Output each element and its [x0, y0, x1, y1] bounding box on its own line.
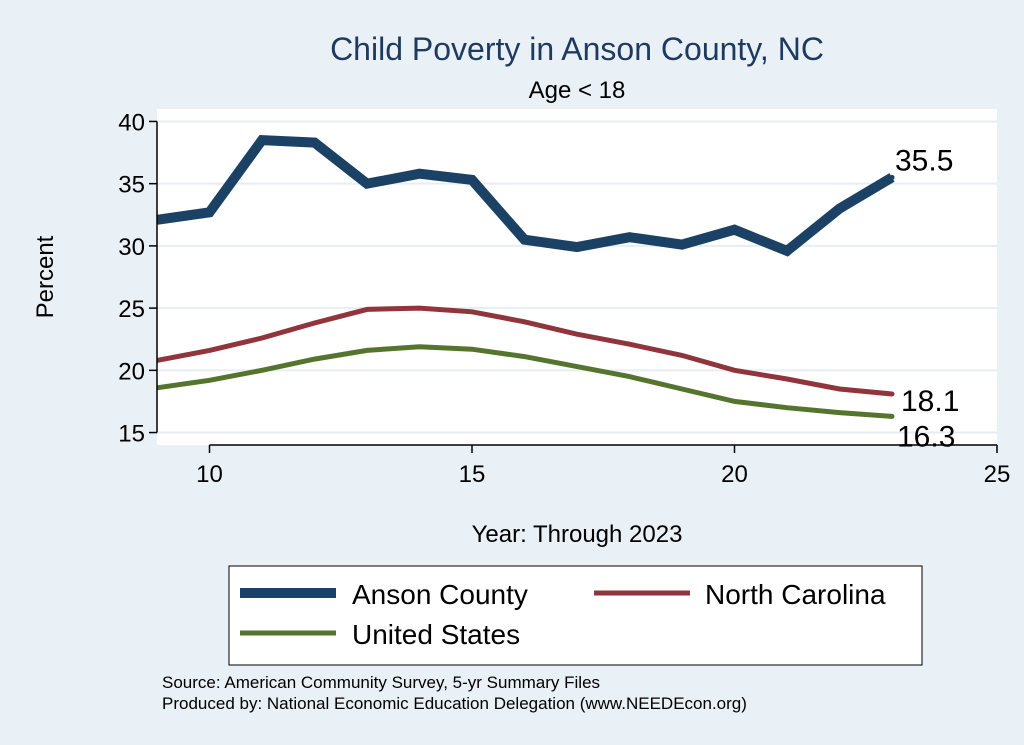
legend-label-north-carolina: North Carolina	[705, 579, 886, 610]
y-axis-label: Percent	[32, 235, 59, 318]
y-tick-label-25: 25	[118, 296, 145, 323]
x-tick-label-25: 25	[984, 461, 1011, 488]
y-tick-label-30: 30	[118, 234, 145, 261]
chart-title: Child Poverty in Anson County, NC	[330, 31, 824, 67]
end-label-united-states: 16.3	[897, 420, 955, 453]
x-tick-label-20: 20	[721, 461, 748, 488]
series-line-north-carolina	[156, 305, 893, 397]
x-axis-label: Year: Through 2023	[472, 521, 683, 548]
legend-label-united-states: United States	[352, 619, 520, 650]
x-tick-label-10: 10	[196, 461, 223, 488]
x-tick-label-15: 15	[459, 461, 486, 488]
grid-lines	[157, 120, 997, 434]
plot-area	[157, 109, 997, 445]
end-point-united-states	[889, 413, 895, 419]
series-layer	[156, 134, 895, 419]
chart-subtitle: Age < 18	[529, 77, 626, 104]
y-tick-label-20: 20	[118, 358, 145, 385]
end-label-anson-county: 35.5	[895, 144, 953, 177]
producer-note: Produced by: National Economic Education…	[162, 694, 747, 713]
y-tick-label-15: 15	[118, 421, 145, 448]
end-label-north-carolina: 18.1	[901, 385, 959, 418]
legend-box	[228, 565, 923, 666]
legend-label-anson-county: Anson County	[352, 579, 528, 610]
series-line-anson-county	[156, 134, 895, 257]
source-note: Source: American Community Survey, 5-yr …	[162, 673, 600, 692]
y-tick-label-35: 35	[118, 172, 145, 199]
end-point-north-carolina	[889, 391, 895, 397]
axes: 15 20 25 30 35 40 10 15 20 25	[118, 109, 1010, 488]
y-tick-label-40: 40	[118, 109, 145, 136]
legend: Anson County North Carolina United State…	[228, 565, 923, 666]
end-point-anson-county	[889, 174, 895, 180]
end-labels: 35.5 18.116.3	[889, 144, 959, 453]
series-line-united-states	[156, 344, 893, 419]
